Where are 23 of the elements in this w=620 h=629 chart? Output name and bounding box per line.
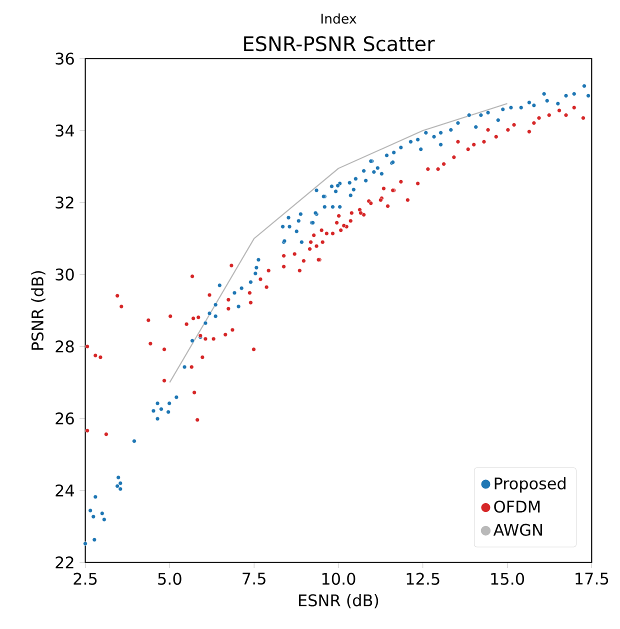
y-tick-label: 30 [56,268,74,281]
legend-label: AWGN [494,524,542,536]
legend-label: OFDM [494,500,540,513]
y-tick-label: 34 [56,124,74,137]
y-axis-title: PSNR (dB) [31,271,46,350]
y-tick-label: 32 [56,196,74,209]
x-tick-label: 10.0 [322,572,356,585]
x-tick-label: 15.0 [491,572,524,585]
chart-title: ESNR-PSNR Scatter [244,36,435,52]
legend-label: Proposed [495,477,566,493]
x-axis-title: ESNR (dB) [299,594,378,608]
y-tick-label: 28 [56,340,74,353]
x-tick-label: 2.5 [74,572,97,585]
line-series [169,103,508,384]
x-tick-label: 7.5 [242,572,266,585]
x-tick-label: 17.5 [576,572,608,585]
text: Index [322,13,357,24]
y-tick-label: 22 [56,556,74,568]
y-tick-label: 26 [56,412,74,424]
y-tick-label: 24 [56,484,74,496]
x-tick-label: 12.5 [407,572,440,585]
y-tick-label: 36 [56,52,74,65]
x-tick-label: 5.0 [158,572,182,585]
